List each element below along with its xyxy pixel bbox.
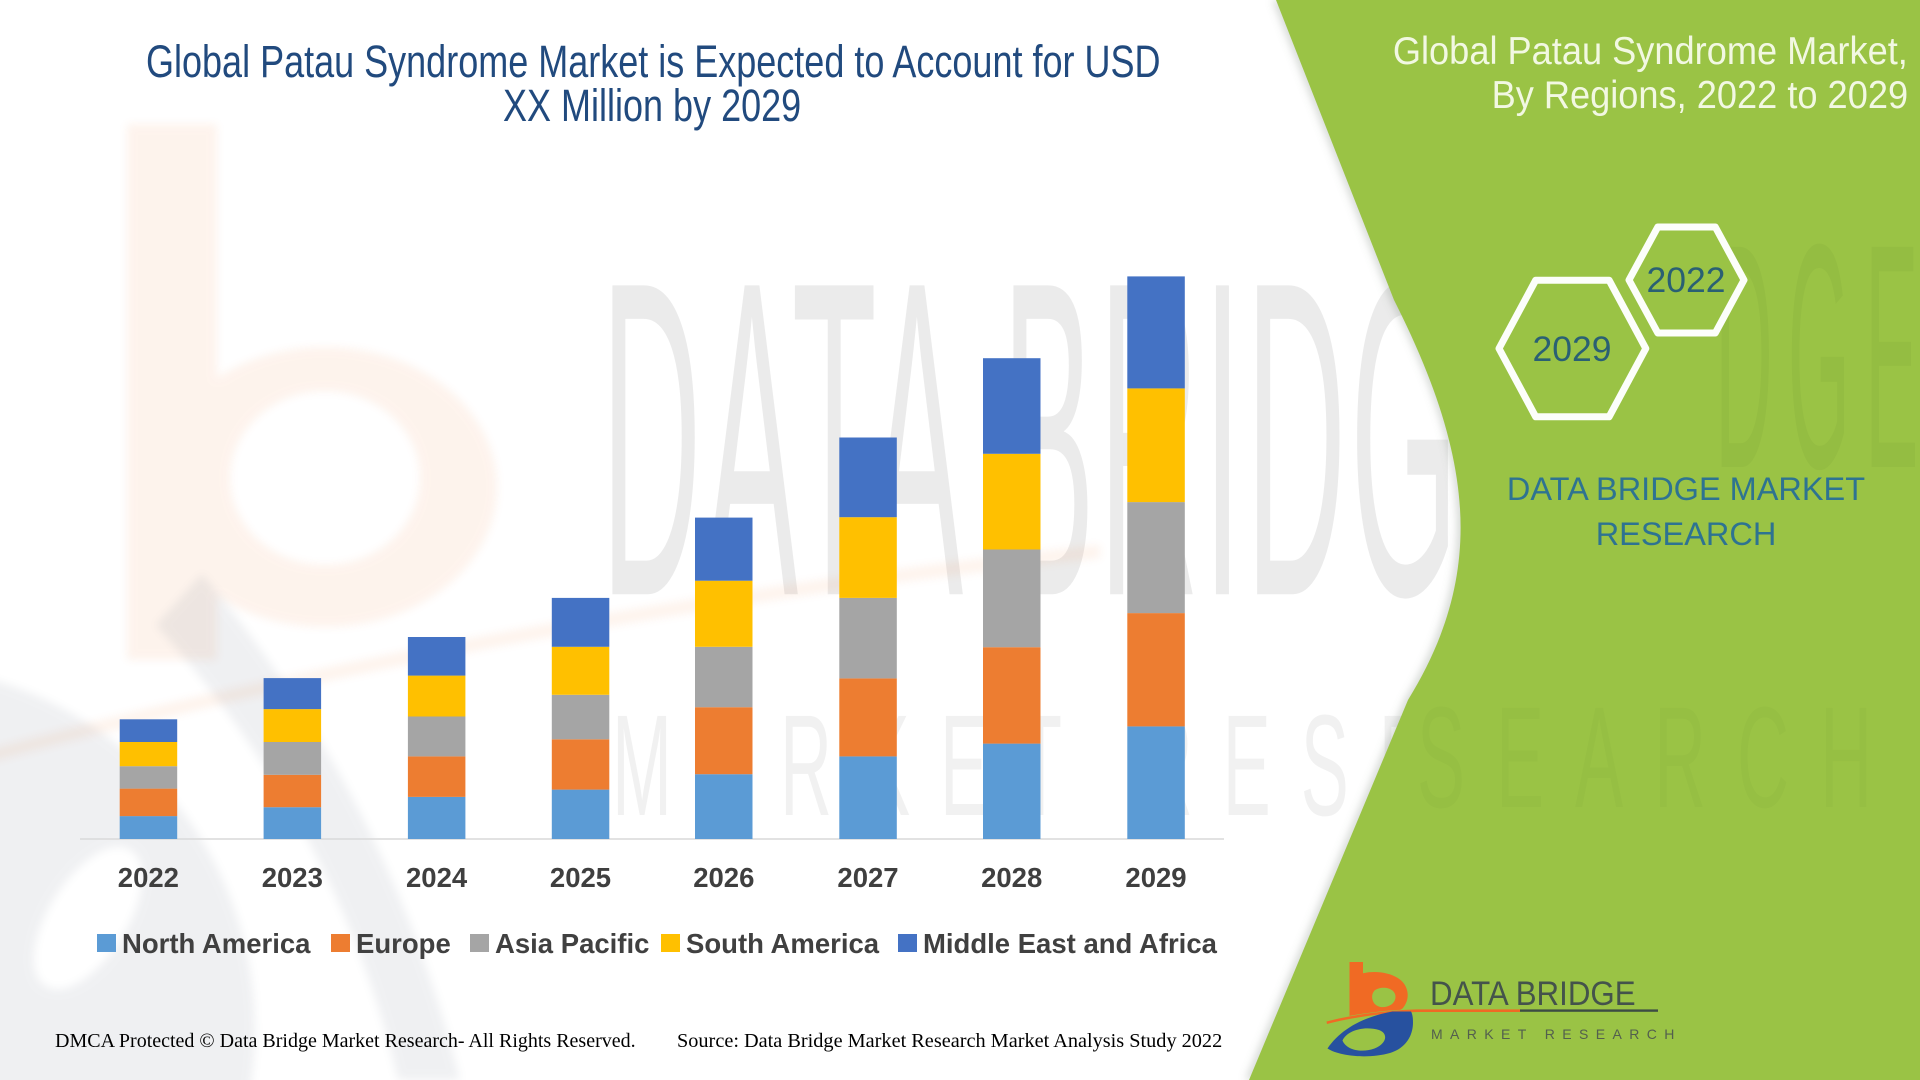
svg-text:2022: 2022	[1647, 260, 1726, 300]
svg-text:2029: 2029	[1533, 329, 1612, 369]
svg-text:MARKET RESEARCH: MARKET RESEARCH	[1431, 1026, 1682, 1042]
svg-text:DATA BRIDGE: DATA BRIDGE	[1430, 974, 1636, 1013]
